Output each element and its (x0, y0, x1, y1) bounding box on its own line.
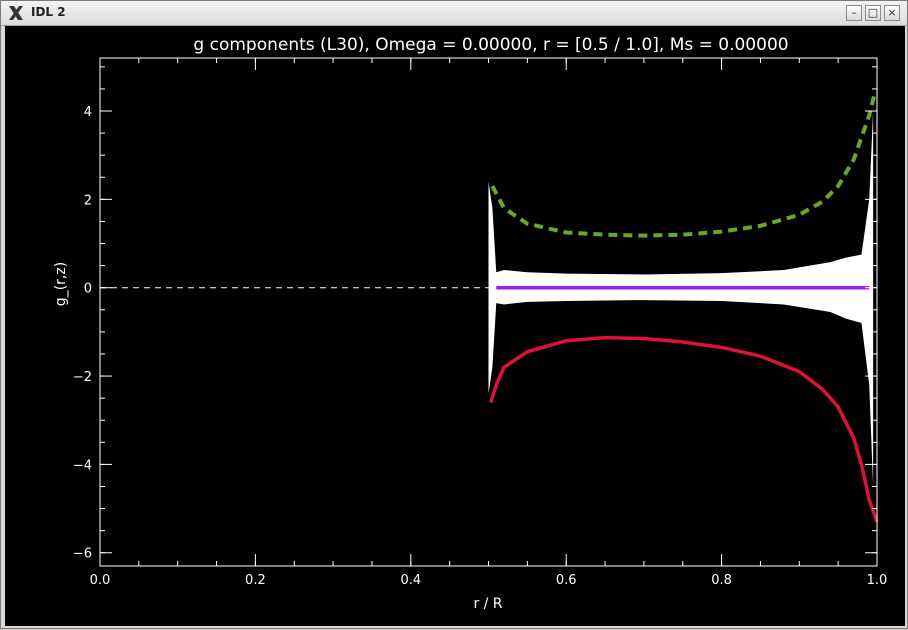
title-bar[interactable]: IDL 2 – □ × (1, 1, 907, 26)
window-title: IDL 2 (31, 5, 66, 19)
x-axis-label: r / R (473, 596, 502, 612)
x-tick-label: 0.6 (556, 573, 577, 588)
plot-area: g components (L30), Omega = 0.00000, r =… (5, 26, 905, 626)
chart: g components (L30), Omega = 0.00000, r =… (53, 35, 888, 612)
envelope-region (488, 111, 874, 487)
close-button[interactable]: × (884, 5, 900, 21)
chart-title: g components (L30), Omega = 0.00000, r =… (193, 35, 788, 55)
maximize-button[interactable]: □ (865, 5, 881, 21)
series-line-1 (489, 335, 879, 523)
y-axis-label: g_(r,z) (53, 262, 69, 306)
x-tick-label: 0.2 (245, 573, 266, 588)
y-tick-label: −2 (73, 370, 92, 385)
x-logo-icon (9, 6, 23, 20)
x-tick-label: 1.0 (867, 573, 888, 588)
y-tick-label: 0 (84, 282, 92, 297)
x-tick-label: 0.8 (711, 573, 732, 588)
y-tick-label: −4 (73, 458, 92, 473)
y-tick-label: 2 (84, 193, 92, 208)
x-tick-label: 0.0 (90, 573, 111, 588)
y-tick-label: −6 (73, 547, 92, 562)
x-tick-label: 0.4 (400, 573, 421, 588)
series-line-0 (490, 92, 877, 238)
y-tick-label: 4 (84, 105, 92, 120)
minimize-button[interactable]: – (846, 5, 862, 21)
